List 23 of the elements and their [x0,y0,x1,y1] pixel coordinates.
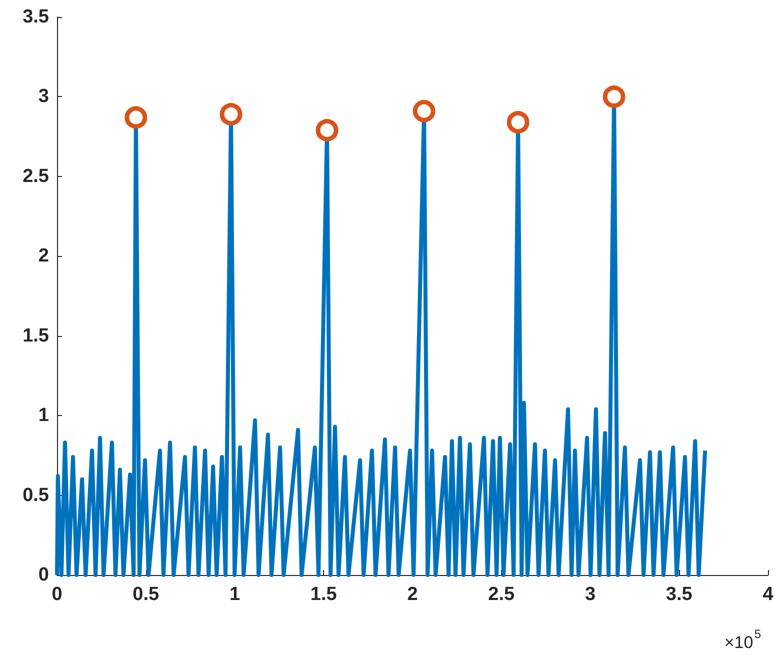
y-tick-label: 0.5 [22,484,50,506]
x-tick-label: 0.5 [132,584,160,605]
point [220,103,242,126]
y-tick-label: 2.5 [22,166,50,187]
point [316,118,338,142]
x-tick-label: 3 [584,584,596,605]
y-tick-label: 1 [38,405,50,426]
point [124,106,148,129]
y-tick-label: 2 [38,246,49,267]
x-tick-label: 3.5 [666,584,693,605]
x-tick-label: 1.5 [310,584,338,605]
point [506,110,530,134]
y-tick-label: 3 [38,86,49,108]
point [412,100,436,122]
x-tick-label: 1 [229,584,240,605]
x-tick-label: 0 [52,584,62,605]
x-tick-label: 4 [762,584,774,605]
y-tick-label: 0 [38,564,49,586]
x-tick-label: 2.5 [488,584,516,605]
x-tick-label: 2 [407,584,418,605]
point [602,85,626,108]
y-tick-label: 1.5 [22,325,50,346]
y-tick-label: 3.5 [22,6,50,28]
